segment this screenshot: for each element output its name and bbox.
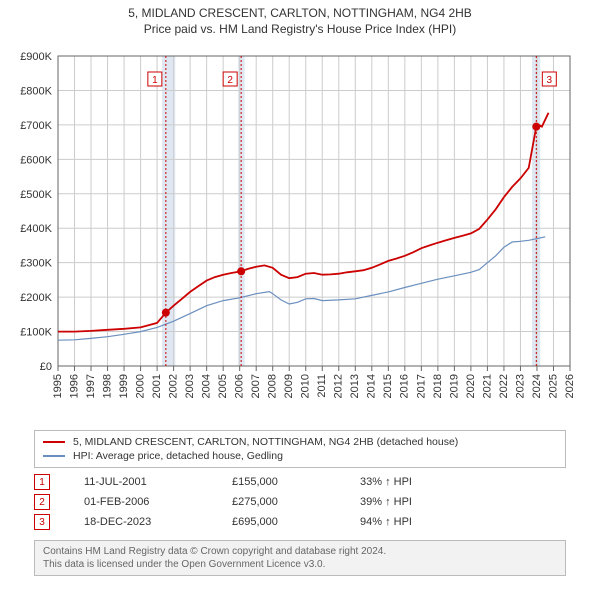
- legend-swatch: [43, 441, 65, 443]
- sale-price: £275,000: [232, 496, 332, 508]
- sale-row: 3 18-DEC-2023 £695,000 94% ↑ HPI: [34, 512, 566, 532]
- svg-text:2000: 2000: [134, 374, 146, 398]
- sale-date: 11-JUL-2001: [84, 476, 204, 488]
- sale-index-badge: 3: [34, 514, 50, 530]
- svg-text:2005: 2005: [217, 374, 229, 398]
- sale-pct-vs-hpi: 94% ↑ HPI: [360, 516, 470, 528]
- sale-pct-vs-hpi: 39% ↑ HPI: [360, 496, 470, 508]
- svg-text:2021: 2021: [481, 374, 493, 398]
- svg-text:1998: 1998: [101, 374, 113, 398]
- svg-text:2003: 2003: [184, 374, 196, 398]
- legend-label: HPI: Average price, detached house, Gedl…: [73, 449, 283, 463]
- svg-text:2010: 2010: [300, 374, 312, 398]
- sale-price: £695,000: [232, 516, 332, 528]
- svg-text:2019: 2019: [448, 374, 460, 398]
- svg-text:£700K: £700K: [20, 120, 52, 132]
- sale-price: £155,000: [232, 476, 332, 488]
- svg-text:2011: 2011: [316, 374, 328, 398]
- footer-attribution: Contains HM Land Registry data © Crown c…: [34, 540, 566, 576]
- svg-text:2001: 2001: [151, 374, 163, 398]
- sale-row: 2 01-FEB-2006 £275,000 39% ↑ HPI: [34, 492, 566, 512]
- svg-text:2023: 2023: [514, 374, 526, 398]
- svg-text:2014: 2014: [366, 374, 378, 398]
- legend-label: 5, MIDLAND CRESCENT, CARLTON, NOTTINGHAM…: [73, 435, 458, 449]
- chart-container: 5, MIDLAND CRESCENT, CARLTON, NOTTINGHAM…: [0, 0, 600, 590]
- title-block: 5, MIDLAND CRESCENT, CARLTON, NOTTINGHAM…: [0, 0, 600, 36]
- svg-text:2: 2: [227, 75, 233, 86]
- legend-item: HPI: Average price, detached house, Gedl…: [43, 449, 557, 463]
- svg-text:1997: 1997: [85, 374, 97, 398]
- svg-text:2004: 2004: [201, 374, 213, 398]
- legend-item: 5, MIDLAND CRESCENT, CARLTON, NOTTINGHAM…: [43, 435, 557, 449]
- sale-index-badge: 2: [34, 494, 50, 510]
- svg-text:2012: 2012: [333, 374, 345, 398]
- svg-text:2007: 2007: [250, 374, 262, 398]
- sale-row: 1 11-JUL-2001 £155,000 33% ↑ HPI: [34, 472, 566, 492]
- sale-pct-vs-hpi: 33% ↑ HPI: [360, 476, 470, 488]
- svg-text:2002: 2002: [168, 374, 180, 398]
- svg-text:£100K: £100K: [20, 327, 52, 339]
- sale-index-badge: 1: [34, 474, 50, 490]
- svg-text:£0: £0: [40, 361, 52, 373]
- svg-text:2016: 2016: [399, 374, 411, 398]
- title-line-2: Price paid vs. HM Land Registry's House …: [0, 22, 600, 36]
- sale-date: 18-DEC-2023: [84, 516, 204, 528]
- svg-text:1999: 1999: [118, 374, 130, 398]
- sale-date: 01-FEB-2006: [84, 496, 204, 508]
- svg-text:£600K: £600K: [20, 154, 52, 166]
- sales-table: 1 11-JUL-2001 £155,000 33% ↑ HPI 2 01-FEB-200…: [34, 472, 566, 532]
- svg-text:2006: 2006: [234, 374, 246, 398]
- svg-text:2013: 2013: [349, 374, 361, 398]
- legend-swatch: [43, 455, 65, 457]
- svg-text:1996: 1996: [68, 374, 80, 398]
- svg-text:2024: 2024: [531, 374, 543, 398]
- svg-text:2009: 2009: [283, 374, 295, 398]
- svg-text:2015: 2015: [382, 374, 394, 398]
- svg-text:£400K: £400K: [20, 223, 52, 235]
- svg-text:1995: 1995: [52, 374, 64, 398]
- legend: 5, MIDLAND CRESCENT, CARLTON, NOTTINGHAM…: [34, 430, 566, 468]
- svg-text:2008: 2008: [267, 374, 279, 398]
- svg-text:1: 1: [152, 75, 158, 86]
- svg-text:3: 3: [547, 75, 553, 86]
- chart-area: £0 £100K £200K £300K £400K £500K £600K £700K £80…: [10, 44, 590, 424]
- svg-text:2025: 2025: [547, 374, 559, 398]
- svg-text:£800K: £800K: [20, 85, 52, 97]
- footer-line-1: Contains HM Land Registry data © Crown c…: [43, 545, 557, 558]
- svg-text:2026: 2026: [564, 374, 576, 398]
- chart-svg: £0 £100K £200K £300K £400K £500K £600K £700K £80…: [10, 44, 590, 424]
- svg-text:2017: 2017: [415, 374, 427, 398]
- title-line-1: 5, MIDLAND CRESCENT, CARLTON, NOTTINGHAM…: [0, 6, 600, 20]
- svg-text:£900K: £900K: [20, 51, 52, 63]
- footer-line-2: This data is licensed under the Open Gov…: [43, 558, 557, 571]
- svg-text:£500K: £500K: [20, 189, 52, 201]
- svg-text:2020: 2020: [465, 374, 477, 398]
- svg-text:£300K: £300K: [20, 258, 52, 270]
- svg-text:2018: 2018: [432, 374, 444, 398]
- svg-text:£200K: £200K: [20, 292, 52, 304]
- svg-text:2022: 2022: [498, 374, 510, 398]
